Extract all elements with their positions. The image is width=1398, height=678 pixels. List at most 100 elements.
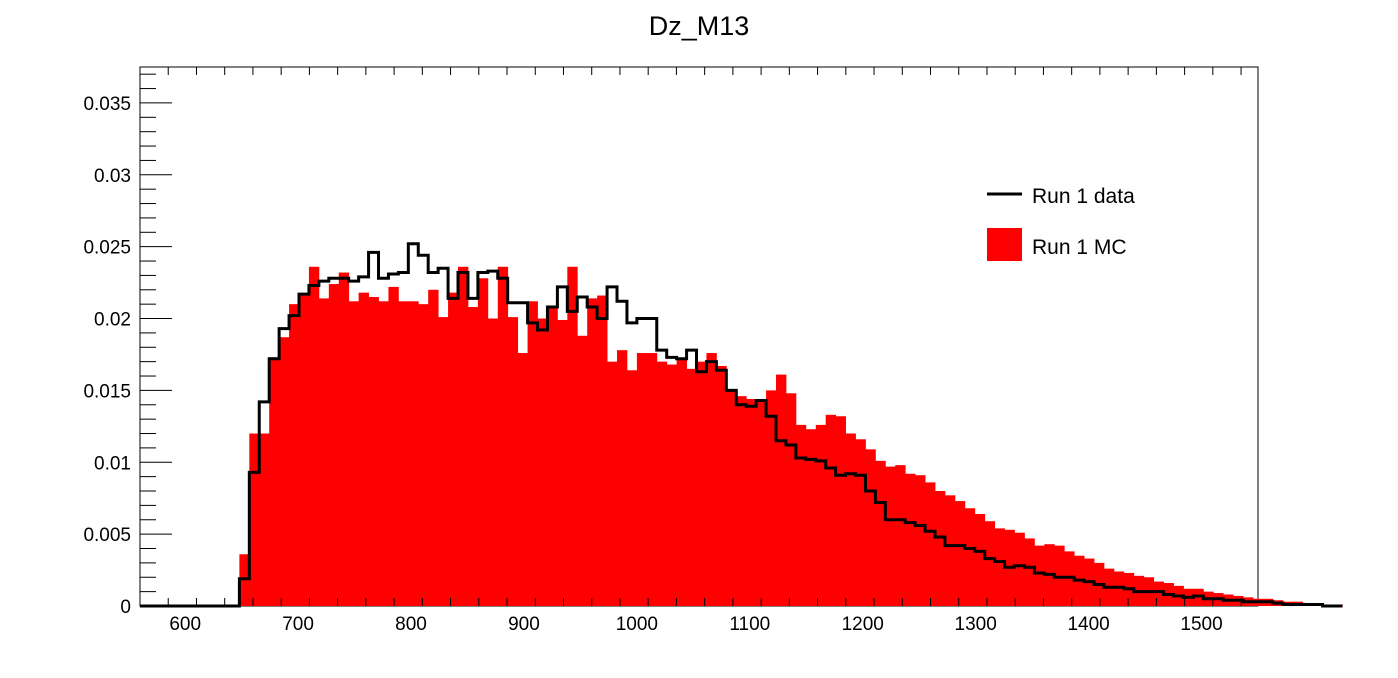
mc-bar <box>507 317 519 606</box>
mc-bar <box>736 396 747 606</box>
mc-bar <box>776 374 787 606</box>
mc-bar <box>795 424 807 606</box>
mc-bar <box>835 416 846 606</box>
mc-bar <box>338 272 350 606</box>
mc-bar <box>1034 545 1045 606</box>
x-tick-label: 900 <box>508 614 540 635</box>
mc-bar <box>467 307 479 606</box>
mc-bar <box>418 304 429 606</box>
mc-bar <box>527 301 538 606</box>
mc-bar <box>249 433 260 606</box>
mc-bar <box>805 429 817 606</box>
mc-bar <box>666 364 678 606</box>
mc-bar <box>885 466 896 606</box>
y-tick-labels: 0 0.005 0.01 0.015 0.02 0.025 0.03 0.035 <box>83 94 131 618</box>
mc-bar <box>766 390 777 606</box>
mc-bar <box>517 353 528 606</box>
y-tick-label: 0.01 <box>94 453 131 474</box>
mc-bar <box>308 266 320 606</box>
mc-bar <box>895 465 906 606</box>
legend-label-mc: Run 1 MC <box>1032 236 1127 259</box>
mc-bar <box>865 449 876 606</box>
mc-bar <box>279 337 290 606</box>
mc-histogram <box>239 266 1343 606</box>
mc-bar <box>607 361 618 606</box>
data-step-line <box>140 242 1343 608</box>
mc-bar <box>398 301 409 606</box>
mc-bar <box>577 335 588 606</box>
x-tick-labels: 600 700 800 900 1000 1100 1200 1300 1400 1500 <box>169 614 1222 635</box>
y-tick-label: 0 <box>120 597 131 618</box>
mc-bar <box>269 357 280 606</box>
y-tick-label: 0.015 <box>83 381 131 402</box>
legend-label-data: Run 1 data <box>1032 185 1135 208</box>
mc-bar <box>458 266 469 606</box>
mc-bar <box>368 296 379 606</box>
mc-bar <box>348 301 360 606</box>
mc-bar <box>537 318 548 606</box>
mc-bar <box>318 298 330 606</box>
mc-bar <box>617 350 628 606</box>
mc-bar <box>299 295 310 606</box>
x-tick-label: 1200 <box>842 614 884 635</box>
mc-bar <box>815 424 827 606</box>
mc-bar <box>428 289 439 606</box>
mc-bar <box>686 368 697 606</box>
mc-bar <box>935 491 946 606</box>
mc-bar <box>716 365 727 606</box>
chart-title: Dz_M13 <box>649 11 750 41</box>
axis-ticks <box>139 67 1242 607</box>
mc-bar <box>696 361 707 606</box>
x-tick-label: 1400 <box>1067 614 1109 635</box>
mc-bar <box>358 292 369 606</box>
mc-bar <box>845 433 856 606</box>
mc-bar <box>915 475 926 606</box>
mc-bar <box>626 370 638 606</box>
x-tick-label: 1000 <box>616 614 658 635</box>
mc-bar <box>289 304 300 606</box>
mc-bar <box>746 399 757 606</box>
mc-bar <box>656 361 668 606</box>
mc-bar <box>756 399 767 606</box>
mc-bar <box>706 353 717 606</box>
mc-bar <box>785 393 797 606</box>
mc-bar <box>954 501 966 606</box>
x-tick-label: 1100 <box>729 614 770 635</box>
mc-bar <box>328 284 340 606</box>
legend: Run 1 data Run 1 MC <box>987 185 1135 261</box>
mc-bar <box>477 278 489 606</box>
mc-bar <box>994 528 1005 606</box>
mc-bar <box>378 301 389 606</box>
mc-bar <box>448 292 459 606</box>
y-tick-label: 0.02 <box>94 310 131 331</box>
mc-bar <box>547 308 558 606</box>
y-tick-label: 0.035 <box>83 94 131 115</box>
mc-bar <box>875 460 886 606</box>
mc-bar <box>676 358 687 606</box>
x-tick-label: 800 <box>395 614 427 635</box>
mc-bar <box>597 295 608 606</box>
mc-bar <box>1153 581 1164 606</box>
x-tick-label: 1500 <box>1180 614 1222 635</box>
mc-bar <box>1024 538 1035 606</box>
mc-bar <box>567 266 578 606</box>
mc-bar <box>984 521 996 606</box>
mc-bar <box>1014 532 1025 606</box>
mc-bar <box>497 266 509 606</box>
mc-bar <box>925 482 936 606</box>
mc-bar <box>905 473 916 606</box>
mc-bar <box>487 318 499 606</box>
mc-bar <box>974 514 986 606</box>
mc-bar <box>825 414 837 606</box>
x-tick-label: 600 <box>169 614 201 635</box>
mc-bar <box>557 319 568 606</box>
mc-bar <box>388 286 399 606</box>
x-tick-label: 700 <box>282 614 314 635</box>
y-tick-label: 0.03 <box>94 166 131 187</box>
y-tick-label: 0.005 <box>83 525 131 546</box>
mc-bar <box>636 353 648 606</box>
mc-bar <box>408 301 419 606</box>
mc-bar <box>259 433 270 606</box>
